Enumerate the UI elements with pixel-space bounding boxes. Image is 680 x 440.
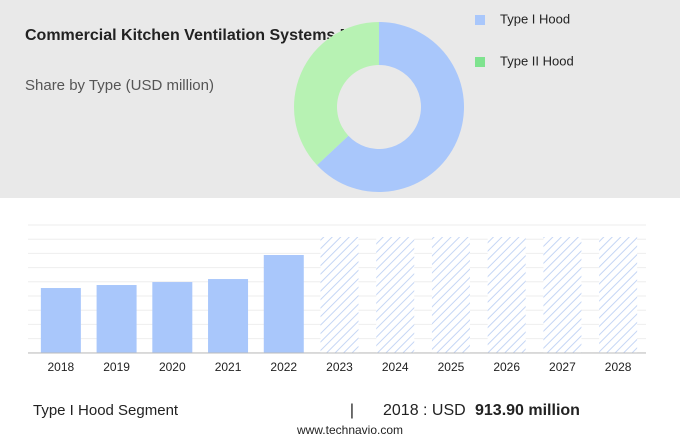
- x-tick-label: 2019: [103, 360, 130, 374]
- chart-subtitle: Share by Type (USD million): [25, 77, 214, 94]
- x-tick-label: 2027: [549, 360, 576, 374]
- highlight-amount: 913.90 million: [475, 402, 580, 419]
- forecast-placeholder: [320, 237, 359, 353]
- x-tick-label: 2024: [382, 360, 409, 374]
- x-tick-label: 2018: [48, 360, 75, 374]
- separator: |: [350, 402, 354, 419]
- chart-title: Commercial Kitchen Ventilation Systems M…: [25, 27, 392, 44]
- bar: [96, 285, 137, 353]
- bar: [152, 282, 193, 353]
- forecast-placeholder: [599, 237, 638, 353]
- forecast-placeholder: [431, 237, 470, 353]
- x-tick-label: 2022: [270, 360, 297, 374]
- legend-label: Type I Hood: [500, 11, 570, 26]
- x-tick-label: 2023: [326, 360, 353, 374]
- segment-label: Type I Hood Segment: [33, 402, 179, 419]
- x-tick-label: 2026: [493, 360, 520, 374]
- forecast-placeholder: [543, 237, 582, 353]
- donut-slice: [317, 22, 464, 192]
- x-tick-label: 2028: [605, 360, 632, 374]
- donut-chart: [294, 22, 464, 192]
- bar: [263, 255, 304, 353]
- x-tick-label: 2020: [159, 360, 186, 374]
- legend-swatch: [475, 57, 485, 67]
- forecast-placeholder: [487, 237, 526, 353]
- bar: [208, 279, 249, 353]
- forecast-placeholder: [376, 237, 415, 353]
- legend-swatch: [475, 15, 485, 25]
- legend: Type I Hood Type II Hood: [475, 11, 574, 68]
- highlight-prefix: 2018 : USD: [383, 402, 466, 419]
- x-tick-label: 2021: [215, 360, 242, 374]
- bar: [40, 288, 81, 353]
- source: www.technavio.com: [296, 423, 403, 437]
- bar-chart: 2018 2019 2020 2021 2022 2023 2024 2025 2026 2027…: [28, 224, 646, 374]
- legend-label: Type II Hood: [500, 53, 574, 68]
- donut-slice: [294, 22, 379, 166]
- x-tick-label: 2025: [438, 360, 465, 374]
